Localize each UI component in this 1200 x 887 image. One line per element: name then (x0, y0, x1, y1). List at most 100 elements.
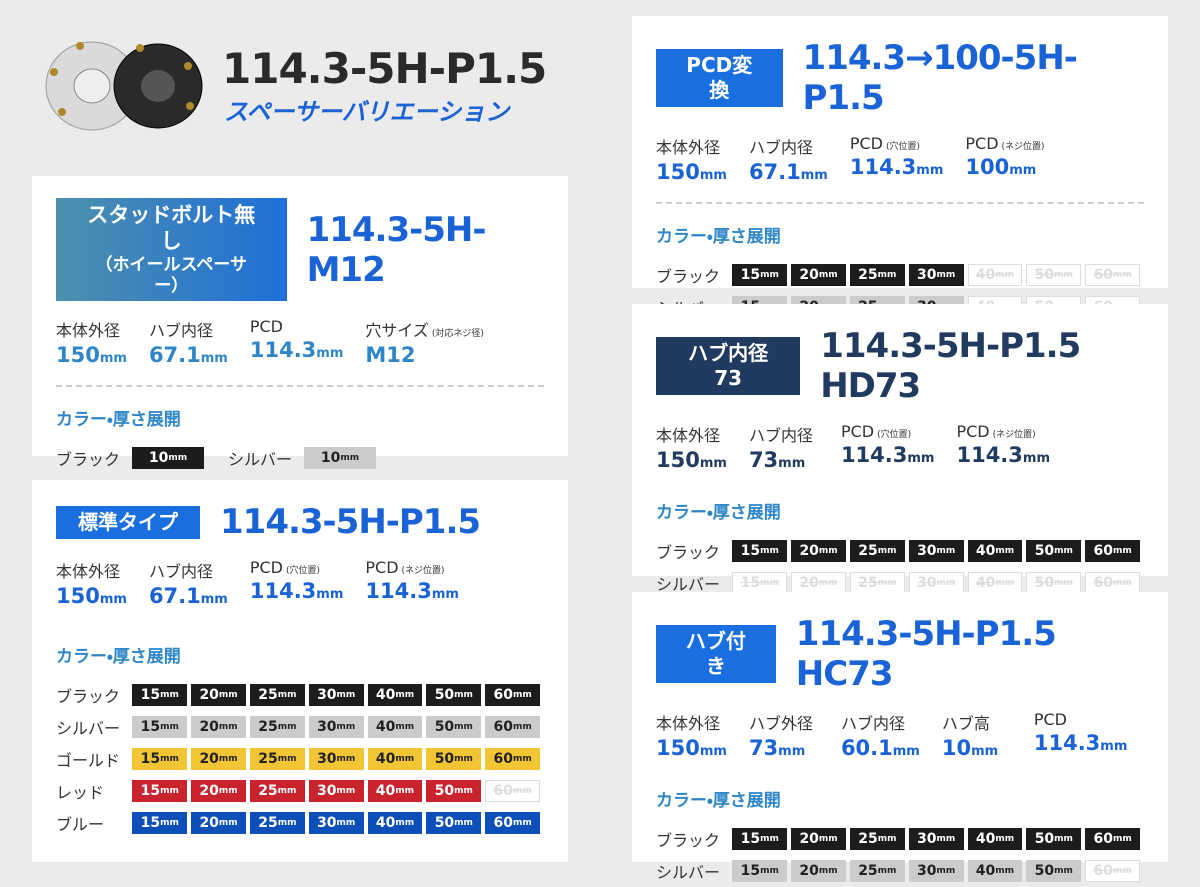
spec-unit: mm (99, 351, 127, 366)
spec-label-text: ハブ外径 (748, 714, 813, 733)
spec-value: 100mm (965, 155, 1044, 179)
spec-number: 114.3 (1033, 731, 1101, 755)
chip-unit: mm (818, 834, 838, 844)
spec-label-text: 本体外径 (56, 321, 121, 340)
badge-line: PCD変換 (686, 53, 753, 102)
chip-size: 60 (493, 687, 513, 703)
chip-size: 30 (317, 815, 337, 831)
spec-label-text: 穴サイズ (365, 321, 429, 340)
chip-size: 60 (1093, 543, 1113, 559)
color-row: ブラック 15 mm 20 mm 25 mm 30 mm 40 mm 50 mm 60 mm (656, 259, 1144, 291)
chip-size: 30 (317, 751, 337, 767)
spec-number: 67.1 (748, 160, 801, 184)
chip-size: 25 (258, 719, 278, 735)
chip-unit: mm (995, 578, 1015, 588)
badge: PCD変換 (656, 49, 783, 107)
chip-unit: mm (936, 578, 956, 588)
chip-size: 15 (740, 267, 761, 283)
chip-size: 20 (799, 831, 819, 847)
spec-value: 67.1mm (149, 584, 228, 608)
chip-size: 40 (975, 863, 996, 879)
chip-size: 20 (199, 815, 219, 831)
spec-number: 67.1 (148, 343, 201, 367)
chip-unit: mm (512, 754, 532, 764)
spec-unit: mm (1009, 163, 1037, 178)
chip-size: 15 (140, 815, 161, 831)
colors-heading: カラー・厚さ展開 (656, 791, 781, 811)
header-title: 114.3-5H-P1.5 (222, 44, 547, 93)
color-row: ブラック 15 mm 20 mm 25 mm 30 mm 40 mm 50 mm 60 mm (56, 679, 544, 711)
card-title: 114.3→100-5H-P1.5 (802, 38, 1078, 118)
card: PCD変換 114.3→100-5H-P1.5 本体外径 150mm ハブ内径 67.1m… (632, 16, 1168, 318)
chip-unit: mm (1112, 834, 1132, 844)
badge: 標準タイプ (56, 505, 200, 539)
colors-heading: カラー・厚さ展開 (656, 227, 781, 247)
spec-unit: mm (1100, 739, 1128, 754)
spec-list: 本体外径 150mm ハブ内径 73mm PCD (穴位置) 114.3mm PCD (ネジ位置… (656, 422, 1144, 472)
chip-unit: mm (760, 546, 779, 556)
chip-size: 20 (199, 751, 219, 767)
spec-unit: mm (892, 744, 920, 759)
spec-label: PCD (ネジ位置) (365, 558, 459, 577)
chip-unit: mm (277, 818, 297, 828)
chip-unit: mm (277, 690, 297, 700)
colors-heading: カラー・厚さ展開 (56, 410, 181, 430)
spec-value: 114.3mm (956, 443, 1050, 467)
spec-value: 10mm (942, 736, 1012, 760)
chip-unit: mm (454, 722, 473, 732)
badge-line: ハブ付き (685, 629, 746, 678)
chip-unit: mm (877, 270, 897, 280)
spec-unit: mm (200, 351, 228, 366)
chip-size: 60 (493, 751, 513, 767)
spec: 本体外径 150mm (56, 317, 127, 367)
spec-value: 150mm (56, 584, 127, 608)
spec: ハブ内径 60.1mm (841, 710, 920, 760)
spec-label-text: PCD (1033, 710, 1067, 729)
chip-unit: mm (818, 578, 838, 588)
spec-label: ハブ内径 (749, 134, 828, 158)
spec-value: 150mm (656, 160, 727, 184)
chip-unit: mm (760, 578, 779, 588)
spec-unit: mm (971, 744, 999, 759)
spec-label-text: PCD (249, 558, 283, 577)
spec-unit: mm (316, 346, 344, 361)
chip-unit: mm (336, 786, 356, 796)
chip-unit: mm (995, 866, 1015, 876)
colors-heading: カラー・厚さ展開 (56, 647, 181, 667)
spec-label: 本体外径 (656, 422, 727, 446)
spec-label-text: ハブ内径 (748, 138, 813, 157)
chip-unit: mm (454, 786, 473, 796)
badge: スタッドボルト無し （ホイールスペーサー） (56, 198, 287, 301)
chip-size: 20 (799, 543, 819, 559)
spec-label: ハブ内径 (149, 317, 228, 341)
spec-label-text: 本体外径 (656, 714, 721, 733)
chip-size: 50 (434, 751, 455, 767)
card-header: PCD変換 114.3→100-5H-P1.5 (656, 38, 1144, 118)
spec-value: 114.3mm (1034, 731, 1128, 755)
chip-unit: mm (160, 690, 179, 700)
color-name: シルバー (56, 719, 121, 738)
spec: PCD 114.3mm (250, 317, 344, 367)
chip-size: 30 (317, 687, 337, 703)
chip-size: 10 (148, 450, 169, 466)
